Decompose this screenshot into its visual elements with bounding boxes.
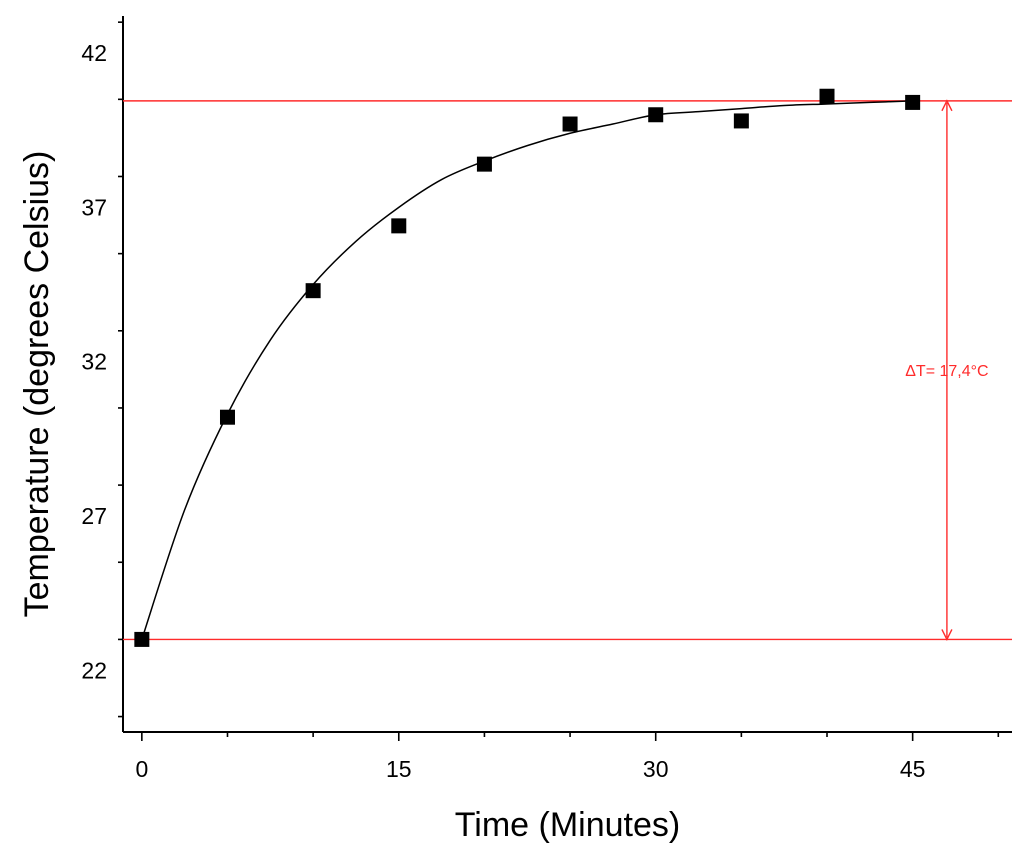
x-tick-label: 30 xyxy=(643,756,669,782)
data-point xyxy=(476,156,492,172)
delta-t-annotation: ΔT= 17,4°C xyxy=(886,99,1007,641)
data-point xyxy=(219,409,235,425)
y-axis-title: Temperature (degrees Celsius) xyxy=(18,151,56,618)
y-tick-label: 37 xyxy=(81,194,107,220)
data-point xyxy=(648,107,664,123)
fit-curve xyxy=(141,100,913,640)
data-point xyxy=(391,218,407,234)
data-points xyxy=(134,88,921,647)
y-tick-label: 32 xyxy=(81,349,107,375)
annotation-arrowhead-top xyxy=(941,99,953,112)
y-tick-label: 42 xyxy=(81,40,107,66)
data-point xyxy=(134,631,150,647)
reference-lines xyxy=(123,100,1012,641)
data-point xyxy=(733,113,749,129)
x-tick-label: 0 xyxy=(135,756,148,782)
plot-frame xyxy=(122,16,1012,733)
fit-curve-path xyxy=(141,100,913,640)
data-point xyxy=(819,88,835,104)
x-tick-label: 45 xyxy=(900,756,926,782)
data-point xyxy=(905,94,921,110)
x-axis-title: Time (Minutes) xyxy=(455,806,680,844)
x-tick-label: 15 xyxy=(386,756,412,782)
y-tick-label: 22 xyxy=(81,657,107,683)
data-point xyxy=(562,116,578,132)
data-point xyxy=(305,283,321,299)
x-axis: 0 15 30 45 xyxy=(135,732,1000,782)
y-tick-label: 27 xyxy=(81,503,107,529)
annotation-arrowhead-bottom xyxy=(941,629,953,641)
y-axis: 22 27 32 37 42 xyxy=(81,21,123,718)
